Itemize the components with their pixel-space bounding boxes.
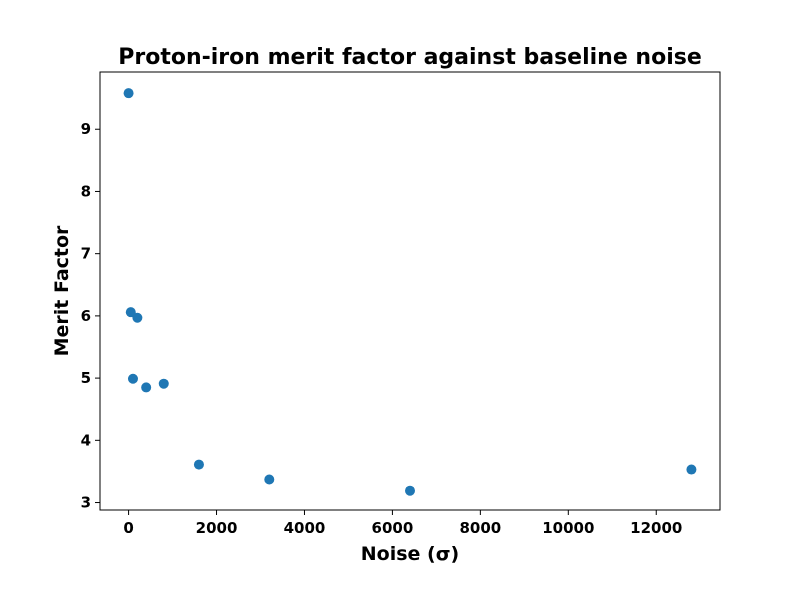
x-tick-label: 6000 [372,519,414,537]
y-tick-label: 6 [81,307,91,325]
x-tick-label: 8000 [459,519,501,537]
data-points [123,88,697,496]
data-point [686,464,697,475]
data-point [125,307,136,318]
data-point [141,382,152,393]
x-tick-label: 12000 [630,519,682,537]
plot-area-frame [99,71,721,511]
y-axis-label: Merit Factor [51,225,73,356]
y-tick-label: 3 [81,494,91,512]
x-tick-label: 10000 [542,519,594,537]
x-tick-label: 0 [123,519,133,537]
x-tick-label: 4000 [284,519,326,537]
data-point [193,459,204,470]
data-point [158,378,169,389]
data-point [132,312,143,323]
y-tick-label: 9 [81,120,91,138]
data-point [264,474,275,485]
x-axis: 0 2000 4000 6000 8000 10000 12000 [123,510,682,537]
y-axis: 3 4 5 6 7 8 9 [81,120,100,512]
y-tick-label: 7 [81,245,91,263]
y-tick-label: 8 [81,182,91,200]
y-tick-label: 5 [81,369,91,387]
data-point [123,88,134,99]
chart-title: Proton-iron merit factor against baselin… [118,45,702,70]
y-tick-label: 4 [81,431,91,449]
x-axis-label: Noise (σ) [361,543,459,565]
data-point [405,485,415,496]
data-point [127,373,138,384]
x-tick-label: 2000 [196,519,238,537]
